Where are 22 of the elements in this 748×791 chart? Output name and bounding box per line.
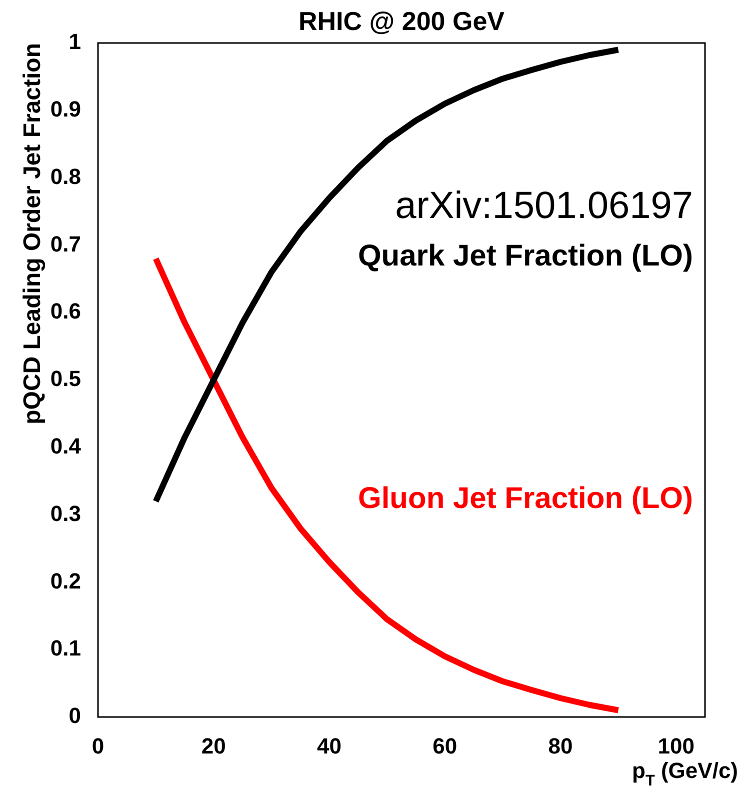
- annotation: arXiv:1501.06197: [395, 185, 693, 228]
- x-tick-label: 60: [432, 733, 458, 758]
- y-tick-label: 1: [68, 29, 81, 54]
- y-tick-label: 0.4: [50, 433, 82, 458]
- y-tick-label: 0.5: [50, 366, 81, 392]
- y-tick-label: 0: [68, 703, 81, 728]
- y-tick-label: 0.8: [50, 164, 81, 189]
- x-tick-label: 20: [201, 733, 226, 758]
- y-tick-label: 0.1: [50, 636, 81, 661]
- y-tick-label: 0.9: [50, 96, 81, 122]
- x-tick-label: 100: [658, 733, 694, 758]
- series-label: Gluon Jet Fraction (LO): [358, 482, 694, 516]
- x-tick-label: 0: [92, 733, 104, 758]
- x-tick-label: 80: [548, 733, 573, 758]
- y-tick-label: 0.7: [50, 231, 81, 256]
- y-tick-label: 0.3: [50, 500, 81, 526]
- series-label: Quark Jet Fraction (LO): [358, 239, 694, 272]
- y-axis-title: pQCD Leading Order Jet Fraction: [19, 42, 46, 424]
- x-tick-label: 40: [316, 733, 342, 758]
- y-tick-label: 0.2: [50, 568, 81, 594]
- y-tick-label: 0.6: [50, 298, 81, 324]
- chart-title: RHIC @ 200 GeV: [298, 6, 506, 36]
